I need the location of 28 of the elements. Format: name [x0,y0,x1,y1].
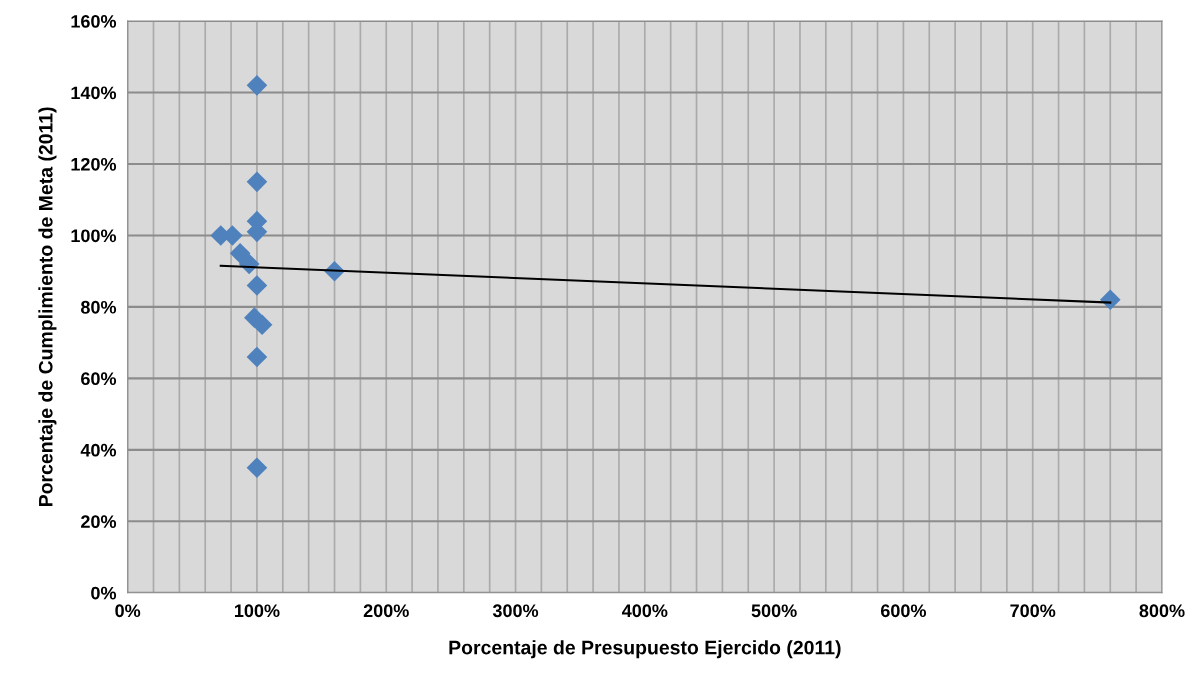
x-tick-label: 600% [880,604,927,618]
point [251,314,273,336]
y-tick-label: 100% [71,229,117,243]
y-axis-title: Porcentaje de Cumplimiento de Meta (2011) [38,107,57,507]
x-tick-label: 100% [234,604,280,618]
x-tick-label: 700% [1010,604,1056,618]
point [246,346,268,368]
x-tick-label: 300% [492,604,539,618]
y-tick-label: 0% [91,586,117,600]
y-tick-label: 60% [81,372,117,386]
point [246,75,268,96]
x-axis-title: Porcentaje de Presupuesto Ejercido (2011) [449,640,841,659]
y-tick-label: 40% [80,443,117,457]
point [229,243,251,264]
x-tick-label: 800% [1139,604,1185,618]
y-tick-label: 160% [71,14,117,28]
point [1099,289,1121,311]
x-tick-label: 500% [751,604,797,618]
y-tick-label: 140% [71,86,117,100]
x-tick-label: 0% [115,604,141,618]
point [246,457,268,478]
x-tick-label: 400% [622,604,668,618]
y-tick-label: 120% [71,157,117,171]
point [246,171,268,193]
y-tick-label: 20% [81,515,117,529]
x-tick-label: 200% [363,604,409,618]
y-tick-label: 80% [80,300,117,314]
point [246,275,268,296]
